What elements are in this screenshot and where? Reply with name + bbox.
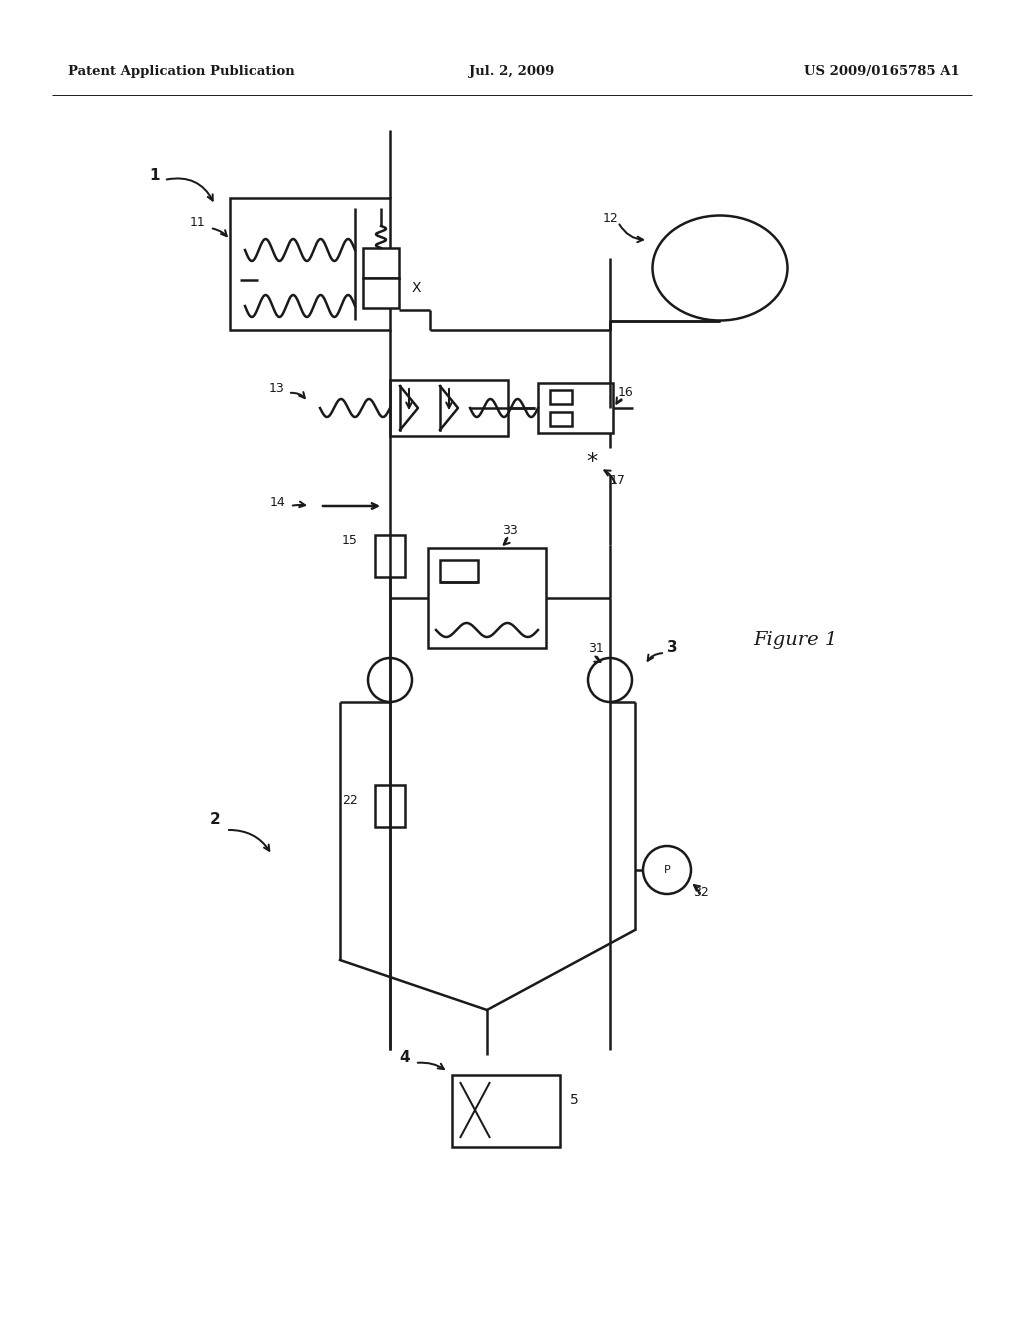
Bar xyxy=(440,560,478,582)
Bar xyxy=(550,412,572,426)
Text: 11: 11 xyxy=(189,216,205,230)
Text: 31: 31 xyxy=(588,642,604,655)
Bar xyxy=(375,785,406,828)
Bar xyxy=(428,548,546,648)
Circle shape xyxy=(643,846,691,894)
Text: 32: 32 xyxy=(693,886,709,899)
Text: X: X xyxy=(412,281,421,294)
Text: Figure 1: Figure 1 xyxy=(753,631,838,649)
Text: Jul. 2, 2009: Jul. 2, 2009 xyxy=(469,66,555,78)
Bar xyxy=(452,1074,560,1147)
Text: 17: 17 xyxy=(610,474,626,487)
Text: 1: 1 xyxy=(150,168,160,182)
Text: *: * xyxy=(587,451,598,473)
Bar xyxy=(390,380,508,436)
Bar xyxy=(362,248,399,279)
Text: 12: 12 xyxy=(603,211,618,224)
Text: US 2009/0165785 A1: US 2009/0165785 A1 xyxy=(804,66,961,78)
Bar xyxy=(375,535,406,577)
Text: 16: 16 xyxy=(618,385,634,399)
Text: 15: 15 xyxy=(342,533,358,546)
Text: 2: 2 xyxy=(210,813,220,828)
Text: 13: 13 xyxy=(269,381,285,395)
Bar xyxy=(230,198,390,330)
Text: 3: 3 xyxy=(667,640,677,656)
Bar xyxy=(538,383,613,433)
Bar xyxy=(550,389,572,404)
Bar xyxy=(362,279,399,308)
Text: 14: 14 xyxy=(270,495,286,508)
Text: 22: 22 xyxy=(342,793,358,807)
Text: 4: 4 xyxy=(399,1051,411,1065)
Text: 33: 33 xyxy=(502,524,518,536)
Text: P: P xyxy=(664,865,671,875)
Text: Patent Application Publication: Patent Application Publication xyxy=(68,66,295,78)
Text: 5: 5 xyxy=(570,1093,579,1107)
